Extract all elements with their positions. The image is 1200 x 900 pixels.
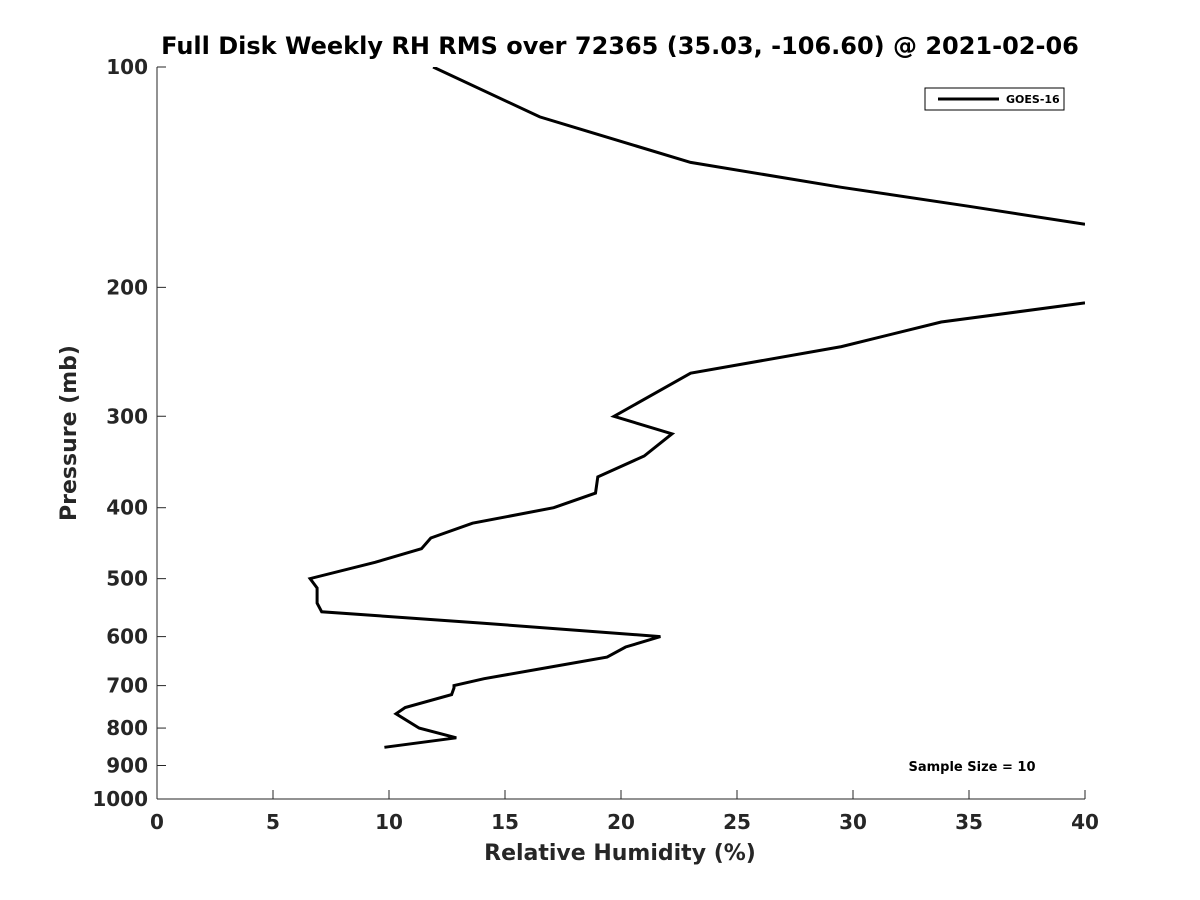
x-axis: 0 5 10 15 20 25 30 35 40 [150, 790, 1099, 834]
x-axis-label: Relative Humidity (%) [484, 841, 756, 866]
y-tick-label-100: 100 [106, 55, 148, 79]
y-axis: 100 200 300 400 500 600 700 800 900 1000 [92, 55, 166, 811]
y-tick-label-500: 500 [106, 567, 148, 591]
y-tick-label-600: 600 [106, 625, 148, 649]
x-tick-label-5: 5 [266, 810, 280, 834]
x-tick-label-10: 10 [375, 810, 403, 834]
x-tick-label-40: 40 [1071, 810, 1099, 834]
x-tick-label-35: 35 [955, 810, 983, 834]
x-tick-label-20: 20 [607, 810, 635, 834]
legend: GOES-16 [924, 87, 1065, 111]
y-tick-label-200: 200 [106, 275, 148, 299]
x-tick-label-0: 0 [150, 810, 164, 834]
x-tick-label-25: 25 [723, 810, 751, 834]
y-tick-label-300: 300 [106, 404, 148, 428]
series-line-goes-16-segment-1 [432, 67, 1085, 226]
y-tick-label-1000: 1000 [92, 787, 148, 811]
x-tick-label-30: 30 [839, 810, 867, 834]
series-layer [307, 67, 1085, 749]
y-tick-label-900: 900 [106, 754, 148, 778]
y-tick-label-400: 400 [106, 496, 148, 520]
y-tick-label-800: 800 [106, 716, 148, 740]
legend-label-goes-16: GOES-16 [1006, 93, 1060, 106]
chart-title: Full Disk Weekly RH RMS over 72365 (35.0… [161, 32, 1079, 60]
series-line-goes-16-segment-2 [307, 301, 1085, 749]
y-axis-label: Pressure (mb) [57, 345, 82, 521]
y-tick-label-700: 700 [106, 674, 148, 698]
x-tick-label-15: 15 [491, 810, 519, 834]
sample-size-annotation: Sample Size = 10 [908, 760, 1035, 775]
